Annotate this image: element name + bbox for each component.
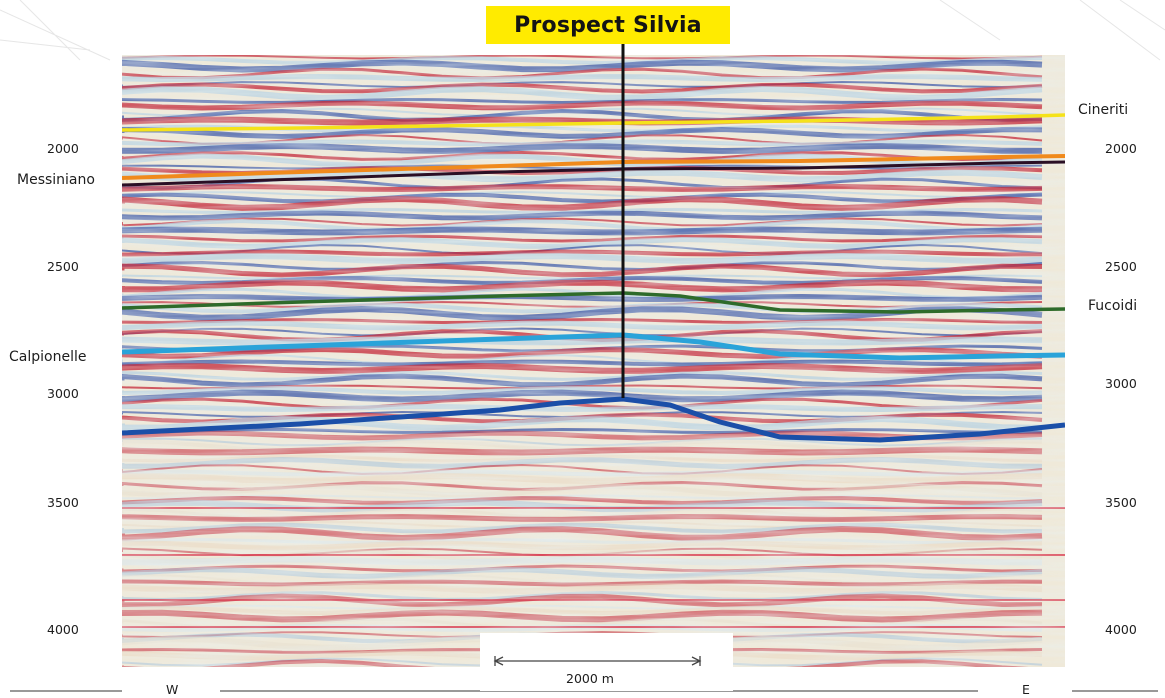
depth-tick-right: 4000 <box>1105 622 1137 637</box>
horizon-label-cineriti: Cineriti <box>1078 102 1129 118</box>
scale-bar-panel <box>480 633 733 691</box>
horizon-label-messiniano: Messiniano <box>17 172 95 188</box>
horizon-line <box>122 396 1065 443</box>
horizon-line <box>122 291 1065 314</box>
depth-tick-left: 3500 <box>47 495 79 510</box>
title-banner: Prospect Silvia <box>486 6 730 44</box>
depth-tick-right: 2500 <box>1105 259 1137 274</box>
depth-tick-left: 4000 <box>47 622 79 637</box>
background-texture <box>0 0 1165 61</box>
page-title: Prospect Silvia <box>514 12 702 38</box>
scale-bar-label: 2000 m <box>566 671 614 686</box>
horizon-line <box>122 332 1065 361</box>
depth-tick-left: 2000 <box>47 141 79 156</box>
depth-tick-left: 3000 <box>47 386 79 401</box>
west-label: W <box>166 682 179 697</box>
depth-tick-right: 3000 <box>1105 376 1137 391</box>
depth-tick-right: 3500 <box>1105 495 1137 510</box>
horizon-label-calpionelle: Calpionelle <box>9 349 87 365</box>
horizon-label-fucoidi: Fucoidi <box>1088 298 1138 314</box>
east-label: E <box>1022 682 1030 697</box>
depth-tick-right: 2000 <box>1105 141 1137 156</box>
depth-tick-left: 2500 <box>47 259 79 274</box>
